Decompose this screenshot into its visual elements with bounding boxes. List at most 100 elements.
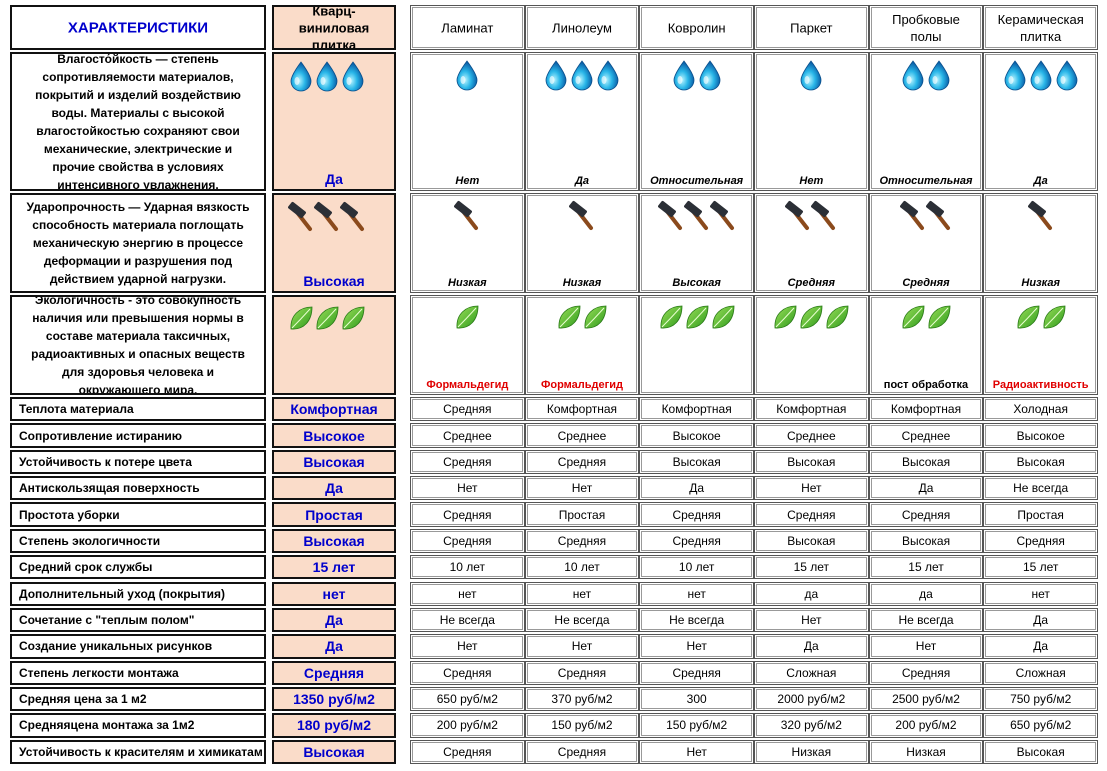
cell-value: Нет [686, 744, 707, 759]
cell: 150 руб/м2 [639, 713, 754, 738]
hammer-icon [657, 200, 682, 230]
cell-value: Не всегда [439, 613, 495, 628]
rating-text: Формальдегид [541, 379, 623, 391]
icon-group [984, 200, 1097, 232]
row-label: Устойчивость к потере цвета [19, 454, 192, 469]
cell: Среднее [524, 423, 640, 448]
icon-group [870, 200, 983, 232]
cell-value: Да [1033, 639, 1049, 654]
cell: 10 лет [410, 555, 525, 580]
cell-value: Среднее [442, 428, 492, 443]
cell: Линолеум [524, 5, 640, 50]
cell: Высокая [754, 528, 869, 554]
cell: 180 руб/м2 [272, 713, 396, 738]
cell-value: 320 руб/м2 [780, 718, 842, 733]
row-description: Ударопрочность — Ударная вязкость способ… [26, 200, 250, 286]
rating-text: Высокая [672, 277, 721, 289]
cell-value: 10 лет [678, 560, 715, 575]
cell: Да [272, 52, 396, 191]
cell-value: Сложная [1015, 665, 1066, 680]
cell-value: Не всегда [1013, 481, 1069, 496]
cell-value: Среднее [901, 428, 951, 443]
cell-value: 200 руб/м2 [436, 718, 498, 733]
cell: 15 лет [868, 555, 984, 580]
cell-value: 10 лет [564, 560, 600, 575]
row-description: Влагосто́йкость — степень сопротивляемос… [35, 52, 241, 191]
icon-group [870, 302, 983, 334]
rating-text: Да [574, 175, 590, 187]
icon-group [411, 302, 524, 334]
cell-value: Простая [305, 506, 363, 523]
row-label: Средний срок службы [19, 560, 153, 575]
cell-value: Средняя [303, 664, 365, 681]
row-label: Средняяцена монтажа за 1м2 [19, 718, 195, 733]
cell-value: Низкая [791, 744, 832, 759]
cell: Высокая [639, 193, 754, 293]
icon-group [870, 59, 983, 91]
cell: Экологичность - это совокупность наличия… [10, 295, 266, 395]
cell: Средняя [639, 660, 754, 685]
cell-value: Комфортная [776, 402, 847, 417]
cell: нет [524, 581, 640, 606]
cell: Средняя [754, 502, 869, 527]
icon-group [526, 59, 639, 91]
cell-value: Высокая [303, 453, 365, 470]
cell: 200 руб/м2 [410, 713, 525, 738]
cell-value: Средняя [443, 507, 492, 522]
cell-value: Не всегда [898, 613, 954, 628]
cell: 15 лет [272, 555, 396, 580]
cell-value: Высокая [1016, 744, 1065, 759]
hammer-icon [683, 200, 708, 230]
cell: Формальдегид [410, 295, 525, 395]
cell-value: Средняя [557, 533, 607, 548]
hammer-icon [1027, 200, 1052, 230]
cell-value: 2500 руб/м2 [892, 692, 960, 707]
icon-group [755, 200, 868, 232]
cell-value: 650 руб/м2 [436, 692, 498, 707]
cell: Высокая [639, 449, 754, 475]
leaf-icon [558, 305, 581, 329]
icon-group [755, 302, 868, 334]
leaf-icon [342, 306, 365, 330]
cell-value: Средняя [787, 507, 836, 522]
cell: Высокая [272, 449, 396, 475]
cell: Нет [639, 634, 754, 659]
rating-text: Низкая [448, 277, 487, 289]
drop-icon [597, 60, 619, 91]
column-header: Кварц-виниловая плитка [298, 5, 370, 50]
leaf-icon [800, 305, 823, 329]
cell-value: Да [1033, 613, 1049, 628]
cell-value: 180 руб/м2 [296, 717, 372, 734]
cell: Ударопрочность — Ударная вязкость способ… [10, 193, 266, 293]
cell: 2000 руб/м2 [754, 686, 869, 712]
column-header: Керамическая плитка [997, 11, 1084, 44]
cell: Комфортная [272, 397, 396, 422]
leaf-icon [660, 305, 683, 329]
cell-value: Да [689, 481, 705, 496]
icon-group [526, 302, 639, 334]
cell-value: Средняя [443, 402, 492, 417]
icon-group [640, 59, 753, 91]
row-label: Сопротивление истиранию [19, 428, 183, 443]
cell: нет [272, 581, 396, 606]
leaf-icon [584, 305, 607, 329]
cell: Ковролин [639, 5, 754, 50]
drop-icon [673, 60, 695, 91]
cell-value: Холодная [1013, 402, 1068, 417]
leaf-icon [826, 305, 849, 329]
cell: Нет [754, 52, 869, 191]
cell: Низкая [868, 739, 984, 764]
cell: Да [983, 52, 1098, 191]
cell-value: Нет [686, 639, 707, 654]
cell-value: Высокая [901, 454, 951, 469]
cell: Нет [754, 476, 869, 501]
cell: Средняя [410, 739, 525, 764]
cell: ХАРАКТЕРИСТИКИ [10, 5, 266, 50]
leaf-icon [774, 305, 797, 329]
cell-value: Комфортная [546, 402, 618, 417]
cell: Не всегда [410, 607, 525, 633]
cell: Да [983, 607, 1098, 633]
cell: Комфортная [754, 397, 869, 422]
cell: 650 руб/м2 [410, 686, 525, 712]
cell: Да [983, 634, 1098, 659]
